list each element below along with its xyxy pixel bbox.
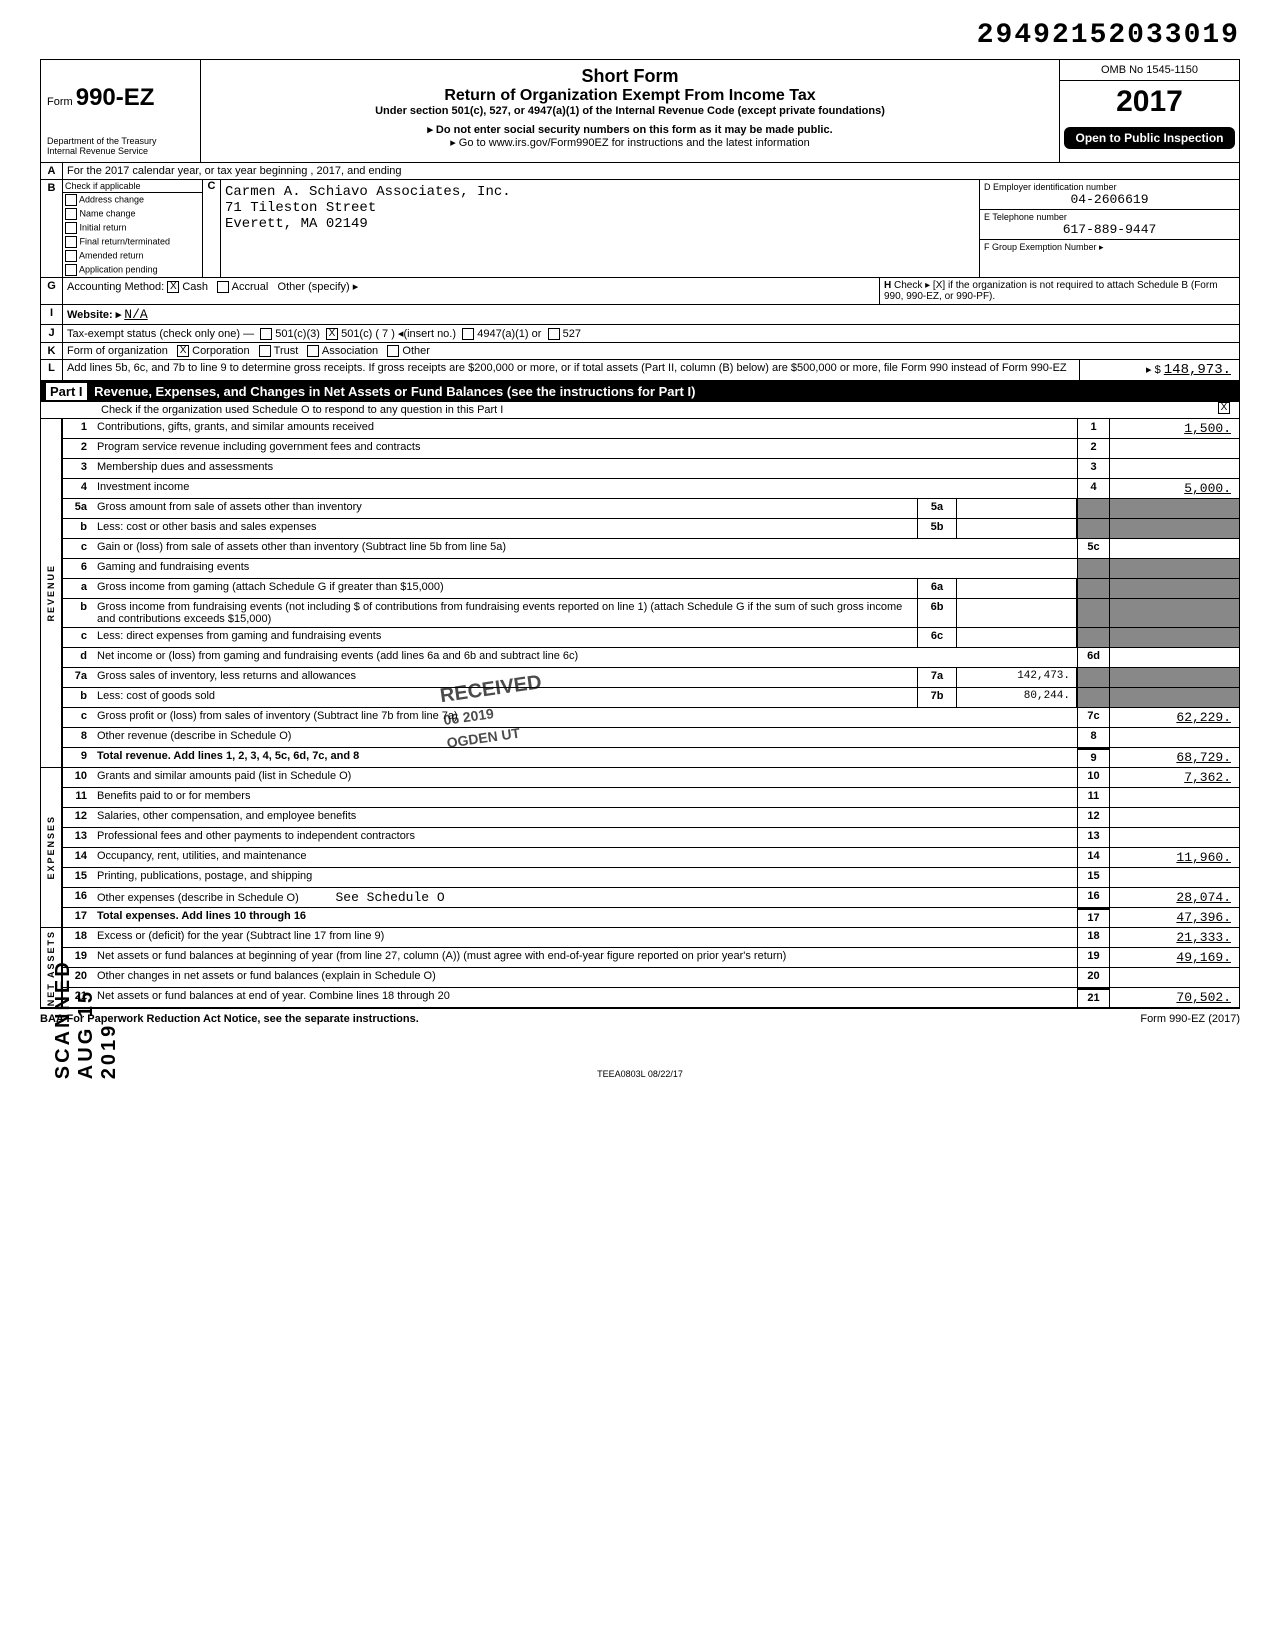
- form-prefix: Form: [47, 96, 73, 108]
- title-block: Short Form Return of Organization Exempt…: [201, 60, 1059, 162]
- footer: BAA For Paperwork Reduction Act Notice, …: [40, 1008, 1240, 1029]
- scanned-stamp: SCANNED AUG 15 2019: [52, 940, 121, 1079]
- line-a: A For the 2017 calendar year, or tax yea…: [40, 163, 1240, 180]
- cb-assoc[interactable]: [307, 345, 319, 357]
- box-f: F Group Exemption Number ▸: [980, 240, 1239, 255]
- cb-initial[interactable]: Initial return: [63, 221, 202, 235]
- line-l-content: Add lines 5b, 6c, and 7b to line 9 to de…: [63, 360, 1079, 380]
- line-h: H Check ▸ [X] if the organization is not…: [879, 278, 1239, 304]
- revenue-group: REVENUE 1Contributions, gifts, grants, a…: [40, 419, 1240, 768]
- right-col-def: D Employer identification number 04-2606…: [979, 180, 1239, 277]
- revenue-side: REVENUE: [40, 419, 62, 768]
- letter-j: J: [41, 325, 63, 342]
- bottom-code: TEEA0803L 08/22/17: [40, 1069, 1240, 1079]
- title-main: Return of Organization Exempt From Incom…: [207, 87, 1053, 105]
- tax-year: 2017: [1060, 81, 1239, 123]
- header-right: OMB No 1545-1150 2017 Open to Public Ins…: [1059, 60, 1239, 162]
- open-inspection: Open to Public Inspection: [1064, 127, 1235, 149]
- cb-accrual[interactable]: [217, 281, 229, 293]
- cb-address[interactable]: Address change: [63, 193, 202, 207]
- letter-c: C: [203, 180, 221, 277]
- netassets-group: NET ASSETS 18Excess or (deficit) for the…: [40, 928, 1240, 1008]
- org-street: 71 Tileston Street: [225, 200, 975, 216]
- part1-label: Part I: [46, 383, 87, 400]
- document-number: 29492152033019: [40, 20, 1240, 51]
- checkbox-col: Check if applicable Address change Name …: [63, 180, 203, 277]
- letter-b: B: [41, 180, 63, 277]
- cb-4947[interactable]: [462, 328, 474, 340]
- line-i-content: Website: ▸ N/A: [63, 305, 1239, 324]
- letter-a: A: [41, 163, 63, 179]
- title-short: Short Form: [207, 66, 1053, 87]
- cb-cash[interactable]: X: [167, 281, 179, 293]
- line-k: K Form of organization X Corporation Tru…: [40, 343, 1240, 360]
- cb-corp[interactable]: X: [177, 345, 189, 357]
- org-block: B Check if applicable Address change Nam…: [40, 180, 1240, 278]
- omb-number: OMB No 1545-1150: [1060, 60, 1239, 81]
- title-goto: ▸ Go to www.irs.gov/Form990EZ for instru…: [207, 136, 1053, 149]
- cb-final[interactable]: Final return/terminated: [63, 235, 202, 249]
- expenses-side: EXPENSES: [40, 768, 62, 928]
- part1-sub: Check if the organization used Schedule …: [40, 402, 1240, 419]
- org-info: Carmen A. Schiavo Associates, Inc. 71 Ti…: [221, 180, 979, 277]
- cb-501c3[interactable]: [260, 328, 272, 340]
- letter-g: G: [41, 278, 63, 304]
- part1-title: Revenue, Expenses, and Changes in Net As…: [94, 384, 695, 399]
- cb-amended[interactable]: Amended return: [63, 249, 202, 263]
- form-header: Form 990-EZ Department of the Treasury I…: [40, 59, 1240, 163]
- box-d: D Employer identification number 04-2606…: [980, 180, 1239, 210]
- check-label: Check if applicable: [63, 180, 202, 193]
- line-k-content: Form of organization X Corporation Trust…: [63, 343, 1239, 359]
- expenses-group: EXPENSES 10Grants and similar amounts pa…: [40, 768, 1240, 928]
- title-sub: Under section 501(c), 527, or 4947(a)(1)…: [207, 105, 1053, 117]
- cb-501c[interactable]: X: [326, 328, 338, 340]
- cb-527[interactable]: [548, 328, 560, 340]
- cb-name[interactable]: Name change: [63, 207, 202, 221]
- line-j-content: Tax-exempt status (check only one) — 501…: [63, 325, 1239, 342]
- cb-scho[interactable]: X: [1218, 402, 1230, 414]
- cb-pending[interactable]: Application pending: [63, 263, 202, 277]
- line-l-value: ▸ $ 148,973.: [1079, 360, 1239, 380]
- org-city: Everett, MA 02149: [225, 216, 975, 232]
- org-name: Carmen A. Schiavo Associates, Inc.: [225, 184, 975, 200]
- line-l: L Add lines 5b, 6c, and 7b to line 9 to …: [40, 360, 1240, 381]
- line-j: J Tax-exempt status (check only one) — 5…: [40, 325, 1240, 343]
- form-number: 990-EZ: [76, 84, 155, 111]
- line-gh: G Accounting Method: X Cash Accrual Othe…: [40, 278, 1240, 305]
- cb-other-org[interactable]: [387, 345, 399, 357]
- part1-header: Part I Revenue, Expenses, and Changes in…: [40, 381, 1240, 402]
- title-warn: ▸ Do not enter social security numbers o…: [207, 123, 1053, 136]
- line-a-text: For the 2017 calendar year, or tax year …: [63, 163, 1239, 179]
- letter-l: L: [41, 360, 63, 380]
- form-box: Form 990-EZ Department of the Treasury I…: [41, 60, 201, 162]
- footer-form: Form 990-EZ (2017): [1140, 1013, 1240, 1025]
- box-e: E Telephone number 617-889-9447: [980, 210, 1239, 240]
- letter-i: I: [41, 305, 63, 324]
- letter-k: K: [41, 343, 63, 359]
- cb-trust[interactable]: [259, 345, 271, 357]
- line-g-content: Accounting Method: X Cash Accrual Other …: [63, 278, 879, 304]
- line-i: I Website: ▸ N/A: [40, 305, 1240, 325]
- dept-label: Department of the Treasury Internal Reve…: [47, 136, 194, 156]
